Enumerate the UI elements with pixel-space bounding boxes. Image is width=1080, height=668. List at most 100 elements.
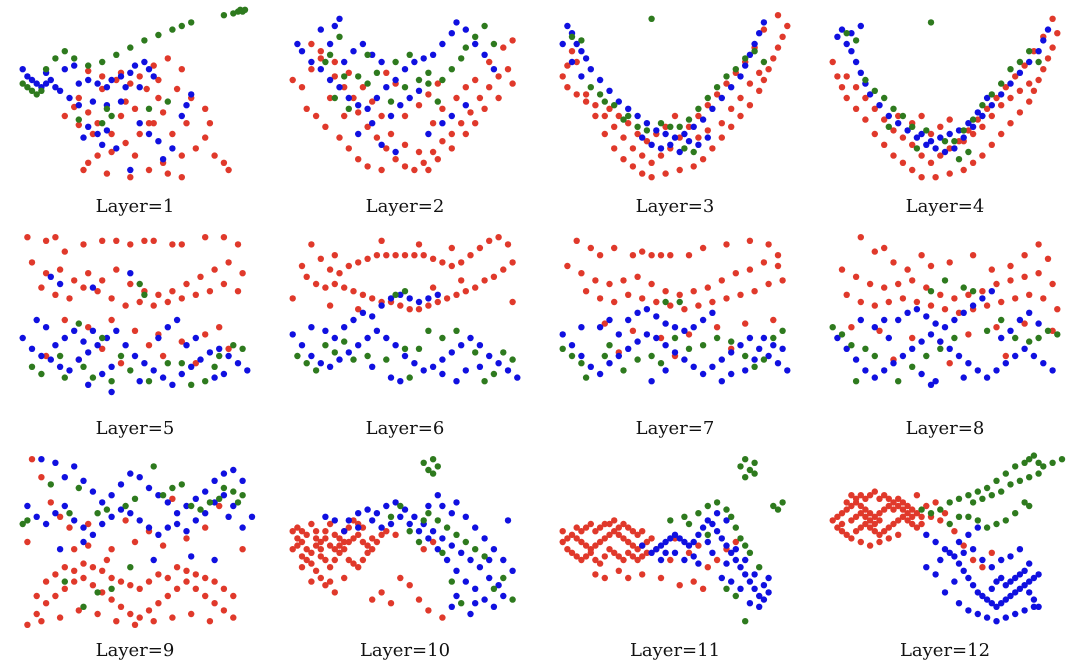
scatter-point — [141, 360, 148, 367]
scatter-point — [85, 324, 92, 331]
scatter-point — [127, 564, 134, 571]
scatter-point — [462, 26, 469, 33]
scatter-point — [620, 556, 627, 564]
scatter-series — [829, 488, 995, 571]
scatter-point — [159, 156, 167, 163]
scatter-point — [615, 531, 622, 538]
scatter-point — [509, 298, 516, 306]
scatter-point — [676, 166, 683, 174]
scatter-point — [458, 277, 465, 284]
scatter-point — [1054, 30, 1061, 37]
scatter-series — [834, 288, 1056, 388]
scatter-point — [425, 535, 432, 542]
scatter-point — [927, 302, 935, 309]
scatter-point — [718, 134, 725, 141]
scatter-point — [559, 538, 566, 546]
scatter-point — [453, 567, 460, 574]
scatter-point — [625, 574, 632, 582]
scatter-point — [169, 381, 176, 388]
scatter-point — [671, 531, 679, 538]
scatter-point — [472, 120, 479, 127]
scatter-point — [94, 80, 101, 87]
scatter-point — [75, 484, 82, 492]
scatter-point — [718, 574, 725, 582]
scatter-point — [322, 513, 329, 520]
scatter-point — [1016, 58, 1024, 66]
scatter-point — [211, 600, 218, 607]
scatter-point — [937, 134, 944, 141]
scatter-point — [71, 578, 78, 585]
scatter-point — [33, 91, 40, 98]
scatter-point — [131, 105, 139, 113]
scatter-point — [774, 12, 782, 19]
scatter-point — [890, 105, 897, 113]
scatter-point — [1026, 456, 1033, 463]
scatter-point — [946, 360, 953, 367]
scatter-point — [486, 352, 493, 360]
scatter-point — [89, 130, 97, 138]
scatter-point — [56, 363, 64, 370]
scatter-point — [322, 582, 329, 589]
scatter-point — [401, 112, 409, 120]
scatter-point — [1021, 345, 1028, 352]
scatter-point — [974, 109, 981, 116]
scatter-point — [662, 367, 669, 374]
scatter-point — [746, 466, 754, 474]
scatter-point — [383, 69, 390, 76]
scatter-point — [244, 367, 251, 374]
scatter-point — [225, 513, 232, 520]
scatter-point — [230, 614, 237, 621]
scatter-point — [742, 542, 749, 549]
scatter-point — [1012, 510, 1019, 517]
scatter-point — [476, 363, 484, 370]
scatter-point — [1021, 252, 1028, 259]
scatter-point — [415, 298, 423, 306]
scatter-point — [1002, 470, 1009, 477]
scatter-point — [117, 360, 125, 367]
scatter-point — [298, 48, 306, 55]
scatter-point — [108, 574, 115, 582]
scatter-point — [481, 535, 488, 542]
scatter-point — [481, 277, 488, 284]
scatter-point — [770, 55, 777, 62]
scatter-point — [150, 73, 157, 80]
panel-title: Layer=8 — [905, 418, 985, 439]
scatter-point — [312, 542, 320, 549]
scatter-point — [582, 553, 590, 560]
scatter-point — [434, 80, 441, 87]
scatter-point — [131, 495, 139, 502]
scatter-point — [397, 291, 404, 298]
scatter-point — [564, 546, 571, 553]
scatter-point — [728, 84, 735, 91]
scatter-point — [387, 513, 395, 520]
scatter-point — [1026, 474, 1033, 481]
scatter-point — [737, 112, 744, 120]
scatter-point — [756, 564, 763, 571]
scatter-panel: Layer=12 — [810, 444, 1080, 666]
scatter-point — [998, 91, 1005, 98]
scatter-point — [439, 535, 446, 542]
scatter-point — [425, 510, 432, 517]
scatter-point — [937, 152, 944, 159]
scatter-point — [885, 123, 892, 130]
scatter-point — [620, 134, 627, 141]
scatter-point — [326, 266, 334, 273]
scatter-point — [718, 535, 725, 542]
scatter-point — [122, 302, 129, 309]
scatter-point — [657, 334, 665, 342]
scatter-point — [373, 252, 381, 259]
scatter-point — [923, 531, 930, 538]
scatter-point — [876, 327, 883, 334]
scatter-point — [103, 334, 111, 342]
scatter-point — [164, 592, 171, 600]
scatter-point — [890, 520, 897, 528]
scatter-point — [918, 513, 925, 520]
scatter-point — [941, 277, 949, 284]
scatter-point — [122, 98, 129, 105]
scatter-point — [737, 291, 744, 298]
scatter-point — [648, 280, 655, 288]
scatter-point — [392, 252, 399, 259]
scatter-point — [71, 277, 78, 284]
scatter-point — [350, 560, 357, 567]
scatter-point — [85, 349, 92, 356]
